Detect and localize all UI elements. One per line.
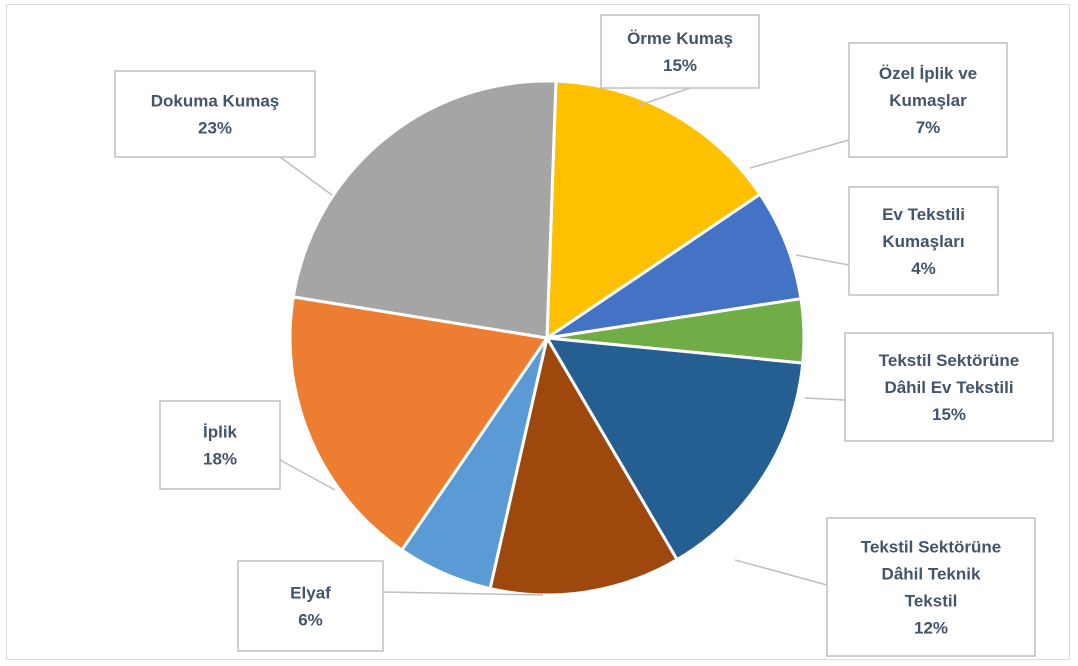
pie-slice-dokuma-kumas [291, 79, 558, 340]
pie-slice-orme-kumas [545, 79, 762, 340]
data-label-box [600, 14, 760, 89]
data-label-name: İplik [203, 423, 238, 442]
data-label-name: Elyaf [290, 584, 331, 603]
leader-line-tekstil-sektorune-dahil-ev-tekstili [804, 397, 846, 401]
leader-line-ev-tekstili-kumaslari [795, 254, 850, 266]
data-label-value: 12% [914, 619, 948, 638]
data-label-value: 15% [663, 56, 697, 75]
data-label-name: Tekstil [905, 592, 958, 611]
data-label-name: Kumaşlar [889, 91, 967, 110]
data-label-value: 7% [916, 118, 941, 137]
leader-line-i-plik [279, 459, 336, 491]
data-label-name: Tekstil Sektörüne [861, 538, 1001, 557]
leader-line-ozel-i-plik-ve-kumaslar [749, 139, 850, 169]
data-label-name: Tekstil Sektörüne [879, 351, 1019, 370]
data-label-value: 18% [203, 450, 237, 469]
data-label-box [844, 332, 1054, 442]
pie-slice-tekstil-sektorune-dahil-ev-tekstili [545, 336, 805, 562]
data-label-name: Örme Kumaş [627, 29, 733, 48]
pie-slice-i-plik [288, 295, 549, 552]
data-label-dokuma-kumas: Dokuma Kumaş 23% [114, 70, 316, 158]
data-label-name: Ev Tekstili [882, 205, 965, 224]
data-label-tekstil-sektorune-dahil-teknik-tekstil: Tekstil Sektörüne Dâhil Teknik Tekstil 12% [826, 517, 1036, 657]
data-label-value: 23% [198, 119, 232, 138]
data-label-name: Dâhil Teknik [882, 565, 981, 584]
leader-line-elyaf [382, 591, 544, 596]
leader-line-dokuma-kumas [279, 156, 333, 196]
data-label-name: Kumaşları [882, 232, 964, 251]
data-label-value: 4% [911, 259, 936, 278]
data-label-box [848, 42, 1008, 158]
pie-slice-ozel-i-plik-ve-kumaslar [545, 192, 803, 340]
data-label-box [237, 560, 384, 652]
data-labels-layer: Örme Kumaş 15% Özel İplik ve Kumaşlar 7% Ev T… [114, 14, 1054, 657]
leader-line-orme-kumas [639, 87, 691, 106]
leader-lines-layer [279, 87, 850, 596]
data-label-name: Dokuma Kumaş [151, 92, 279, 111]
pie-slice-tekstil-sektorune-dahil-teknik-tekstil [488, 336, 679, 597]
slices-layer [288, 79, 806, 597]
data-label-box [114, 70, 316, 158]
data-label-ozel-i-plik-ve-kumaslar: Özel İplik ve Kumaşlar 7% [848, 42, 1008, 158]
data-label-i-plik: İplik 18% [159, 400, 281, 490]
data-label-elyaf: Elyaf 6% [237, 560, 384, 652]
data-label-name: Dâhil Ev Tekstili [884, 378, 1013, 397]
data-label-box [159, 400, 281, 490]
data-label-ev-tekstili-kumaslari: Ev Tekstili Kumaşları 4% [848, 186, 999, 296]
data-label-value: 15% [932, 405, 966, 424]
data-label-value: 6% [298, 611, 323, 630]
data-label-box [848, 186, 999, 296]
data-label-box [826, 517, 1036, 657]
leader-line-tekstil-sektorune-dahil-teknik-tekstil [734, 559, 828, 586]
data-label-tekstil-sektorune-dahil-ev-tekstili: Tekstil Sektörüne Dâhil Ev Tekstili 15% [844, 332, 1054, 442]
data-label-orme-kumas: Örme Kumaş 15% [600, 14, 760, 89]
data-label-name: Özel İplik ve [879, 64, 977, 83]
